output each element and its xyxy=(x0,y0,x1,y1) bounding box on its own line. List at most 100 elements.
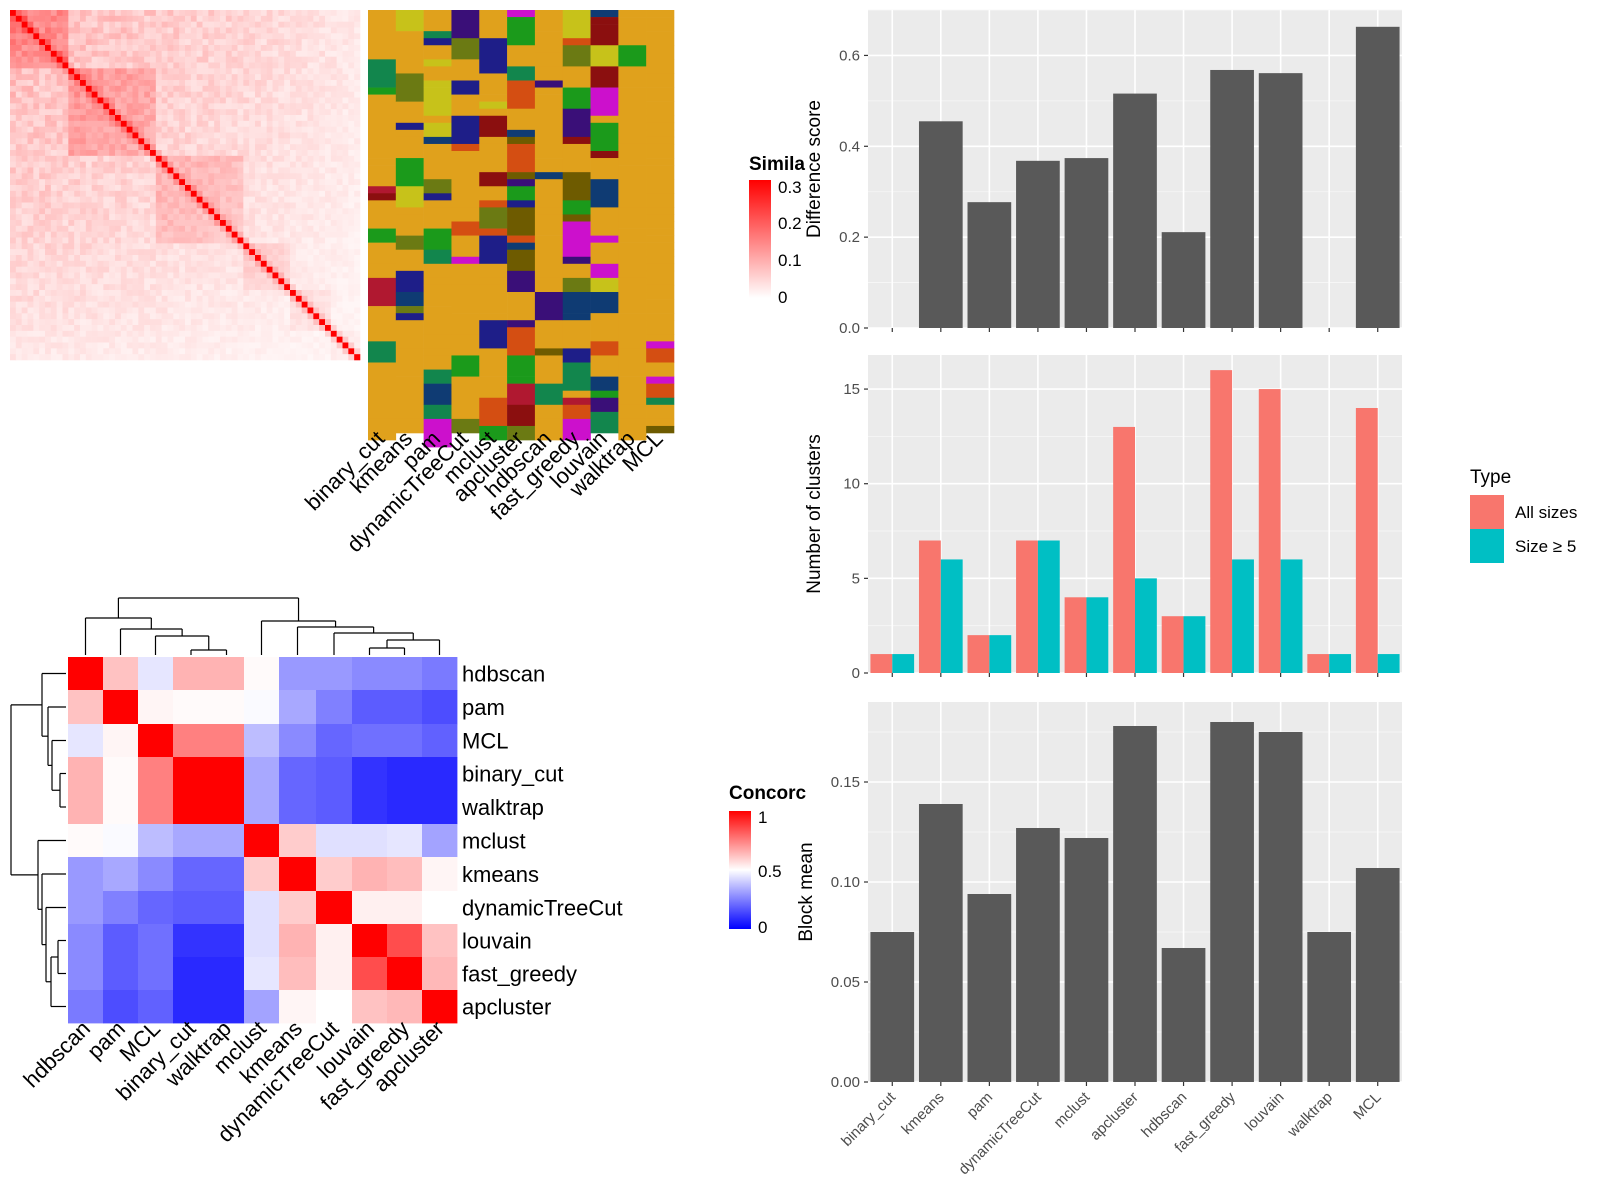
similarity-cell xyxy=(15,132,22,139)
similarity-cell xyxy=(120,202,127,209)
similarity-cell xyxy=(313,68,320,75)
similarity-cell xyxy=(313,295,320,302)
similarity-cell xyxy=(307,50,314,57)
similarity-cell xyxy=(103,295,110,302)
similarity-cell xyxy=(237,278,244,285)
similarity-cell xyxy=(260,80,267,87)
similarity-cell xyxy=(348,103,355,110)
similarity-cell xyxy=(97,120,104,127)
similarity-cell xyxy=(33,138,40,145)
membership-cell xyxy=(368,390,397,420)
similarity-cell xyxy=(225,301,232,308)
similarity-cell xyxy=(138,336,145,343)
similarity-cell xyxy=(56,208,63,215)
similarity-cell xyxy=(284,284,291,291)
similarity-cell xyxy=(301,325,308,332)
similarity-cell xyxy=(74,74,81,81)
similarity-cell xyxy=(62,225,69,232)
similarity-cell xyxy=(15,354,22,361)
similarity-cell xyxy=(342,255,349,262)
similarity-cell xyxy=(190,103,197,110)
bar xyxy=(967,894,1012,1082)
similarity-cell xyxy=(155,173,162,180)
similarity-cell xyxy=(249,91,256,98)
similarity-cell xyxy=(91,85,98,92)
similarity-cell xyxy=(313,266,320,273)
similarity-cell xyxy=(179,237,186,244)
similarity-cell xyxy=(290,45,297,52)
similarity-cell xyxy=(196,325,203,332)
similarity-cell xyxy=(336,301,343,308)
similarity-cell xyxy=(85,301,92,308)
similarity-cell xyxy=(336,330,343,337)
similarity-cell xyxy=(33,243,40,250)
similarity-cell xyxy=(27,290,34,297)
similarity-cell xyxy=(243,255,250,262)
similarity-cell xyxy=(161,237,168,244)
similarity-cell xyxy=(307,97,314,104)
similarity-cell xyxy=(39,120,46,127)
similarity-cell xyxy=(354,144,361,151)
similarity-cell xyxy=(202,214,209,221)
similarity-cell xyxy=(231,255,238,262)
similarity-cell xyxy=(266,307,273,314)
similarity-cell xyxy=(249,202,256,209)
similarity-cell xyxy=(266,336,273,343)
similarity-cell xyxy=(33,225,40,232)
similarity-cell xyxy=(231,231,238,238)
similarity-cell xyxy=(173,348,180,355)
similarity-cell xyxy=(103,278,110,285)
similarity-cell xyxy=(56,33,63,40)
membership-cell xyxy=(534,94,564,109)
similarity-cell xyxy=(144,266,151,273)
similarity-cell xyxy=(138,138,145,145)
similarity-cell xyxy=(319,15,326,22)
similarity-cell xyxy=(214,295,221,302)
similarity-cell xyxy=(56,336,63,343)
similarity-cell xyxy=(202,161,209,168)
similarity-cell xyxy=(74,62,81,69)
similarity-cell xyxy=(68,85,75,92)
similarity-cell xyxy=(354,225,361,232)
membership-cell xyxy=(562,256,591,265)
similarity-cell xyxy=(126,237,133,244)
membership-cell xyxy=(618,143,647,166)
similarity-cell xyxy=(50,336,57,343)
cluster-membership-heatmap xyxy=(368,10,675,448)
membership-cell xyxy=(507,10,536,18)
similarity-cell xyxy=(260,45,267,52)
similarity-cell xyxy=(167,21,174,28)
similarity-cell xyxy=(97,179,104,186)
similarity-cell xyxy=(278,120,285,127)
similarity-cell xyxy=(39,330,46,337)
similarity-cell xyxy=(173,56,180,63)
similarity-cell xyxy=(185,150,192,157)
similarity-cell xyxy=(39,295,46,302)
similarity-cell xyxy=(190,68,197,75)
concordance-cell xyxy=(103,924,139,958)
similarity-cell xyxy=(120,120,127,127)
y-axis-title: Difference score xyxy=(804,100,825,238)
similarity-cell xyxy=(62,278,69,285)
similarity-cell xyxy=(27,307,34,314)
similarity-cell xyxy=(342,237,349,244)
membership-cell xyxy=(562,221,591,250)
similarity-cell xyxy=(266,255,273,262)
similarity-cell xyxy=(179,62,186,69)
similarity-cell xyxy=(10,80,17,87)
similarity-cell xyxy=(45,354,52,361)
concordance-cell xyxy=(279,957,317,991)
similarity-cell xyxy=(284,115,291,122)
similarity-cell xyxy=(278,190,285,197)
similarity-cell xyxy=(115,295,122,302)
similarity-cell xyxy=(185,214,192,221)
concordance-cell xyxy=(173,924,210,958)
similarity-cell xyxy=(115,74,122,81)
similarity-cell xyxy=(255,80,262,87)
similarity-cell xyxy=(290,91,297,98)
similarity-cell xyxy=(74,68,81,75)
similarity-cell xyxy=(155,272,162,279)
similarity-cell xyxy=(21,202,28,209)
similarity-cell xyxy=(225,185,232,192)
similarity-cell xyxy=(301,173,308,180)
